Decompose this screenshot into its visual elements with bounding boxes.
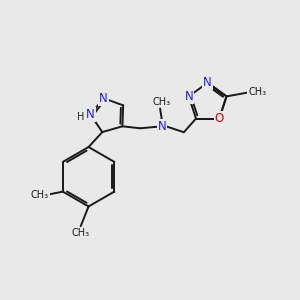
Text: N: N <box>158 120 167 133</box>
Text: N: N <box>99 92 108 105</box>
Text: N: N <box>184 90 193 103</box>
Text: CH₃: CH₃ <box>248 87 266 98</box>
Text: N: N <box>203 76 212 89</box>
Text: CH₃: CH₃ <box>152 97 170 106</box>
Text: N: N <box>86 108 95 121</box>
Text: CH₃: CH₃ <box>72 228 90 238</box>
Text: O: O <box>215 112 224 125</box>
Text: CH₃: CH₃ <box>31 190 49 200</box>
Text: H: H <box>77 112 84 122</box>
